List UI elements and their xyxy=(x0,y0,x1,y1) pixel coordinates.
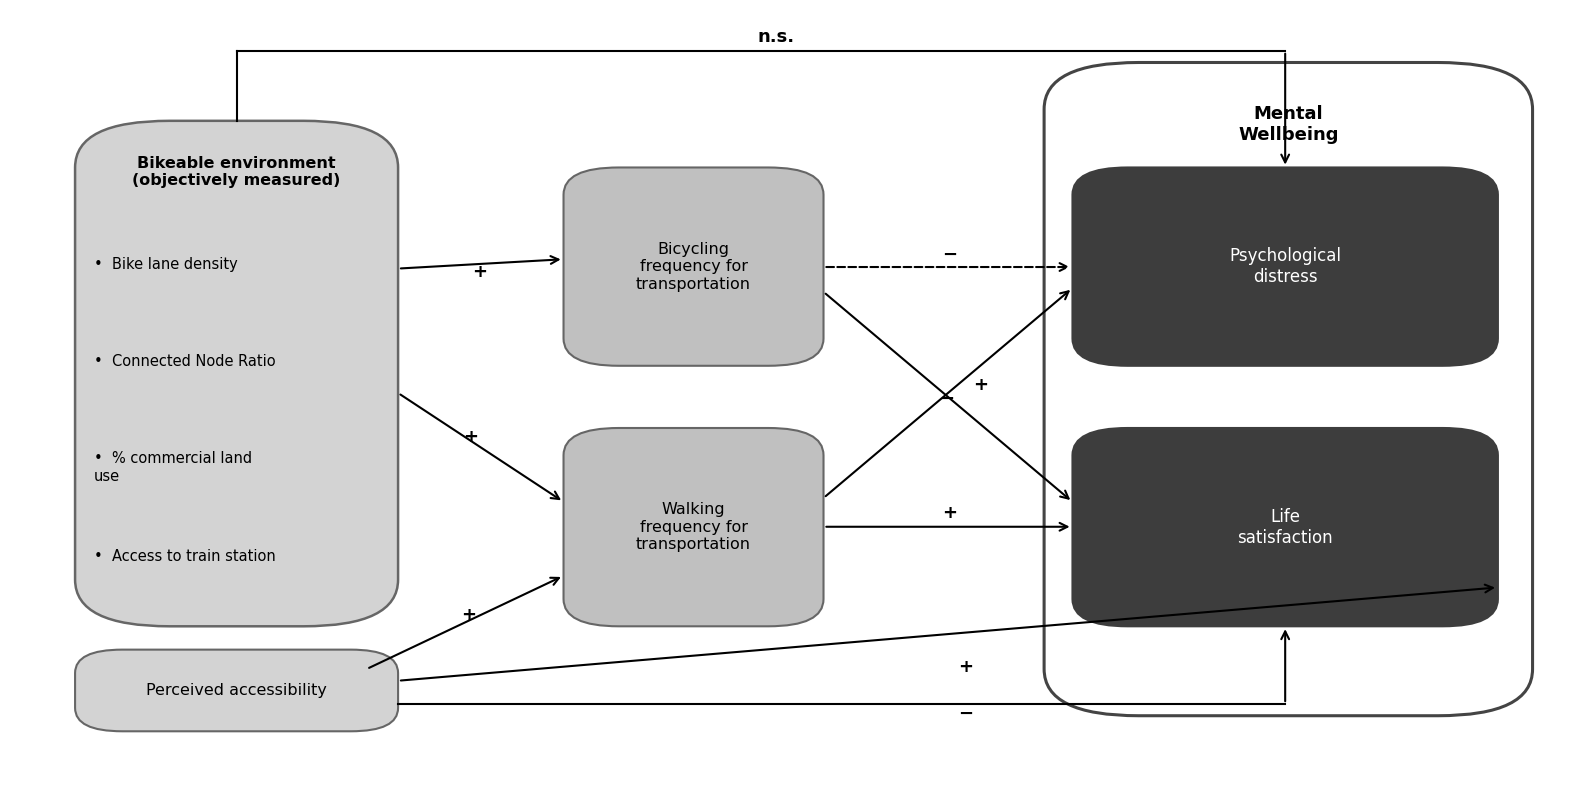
Text: −: − xyxy=(942,245,957,263)
Text: Walking
frequency for
transportation: Walking frequency for transportation xyxy=(637,502,751,552)
Text: Bicycling
frequency for
transportation: Bicycling frequency for transportation xyxy=(637,242,751,292)
Text: Psychological
distress: Psychological distress xyxy=(1229,248,1342,286)
FancyBboxPatch shape xyxy=(74,121,398,626)
FancyBboxPatch shape xyxy=(1072,167,1498,365)
Text: +: + xyxy=(958,658,973,676)
FancyBboxPatch shape xyxy=(74,650,398,731)
Text: •  % commercial land
use: • % commercial land use xyxy=(93,451,252,483)
FancyBboxPatch shape xyxy=(564,428,824,626)
Text: •  Access to train station: • Access to train station xyxy=(93,549,276,564)
Text: •  Bike lane density: • Bike lane density xyxy=(93,257,238,272)
Text: +: + xyxy=(472,263,488,281)
Text: Mental
Wellbeing: Mental Wellbeing xyxy=(1239,105,1338,144)
FancyBboxPatch shape xyxy=(1044,63,1533,716)
Text: •  Connected Node Ratio: • Connected Node Ratio xyxy=(93,354,276,369)
Text: +: + xyxy=(942,504,957,522)
Text: +: + xyxy=(461,606,477,623)
Text: n.s.: n.s. xyxy=(757,28,795,46)
Text: −: − xyxy=(939,390,954,408)
Text: +: + xyxy=(463,428,478,446)
Text: Bikeable environment
(objectively measured): Bikeable environment (objectively measur… xyxy=(133,156,341,188)
Text: +: + xyxy=(974,376,988,395)
FancyBboxPatch shape xyxy=(564,167,824,365)
Text: Perceived accessibility: Perceived accessibility xyxy=(146,683,326,698)
FancyBboxPatch shape xyxy=(1072,428,1498,626)
Text: −: − xyxy=(958,705,973,723)
Text: Life
satisfaction: Life satisfaction xyxy=(1237,508,1334,546)
